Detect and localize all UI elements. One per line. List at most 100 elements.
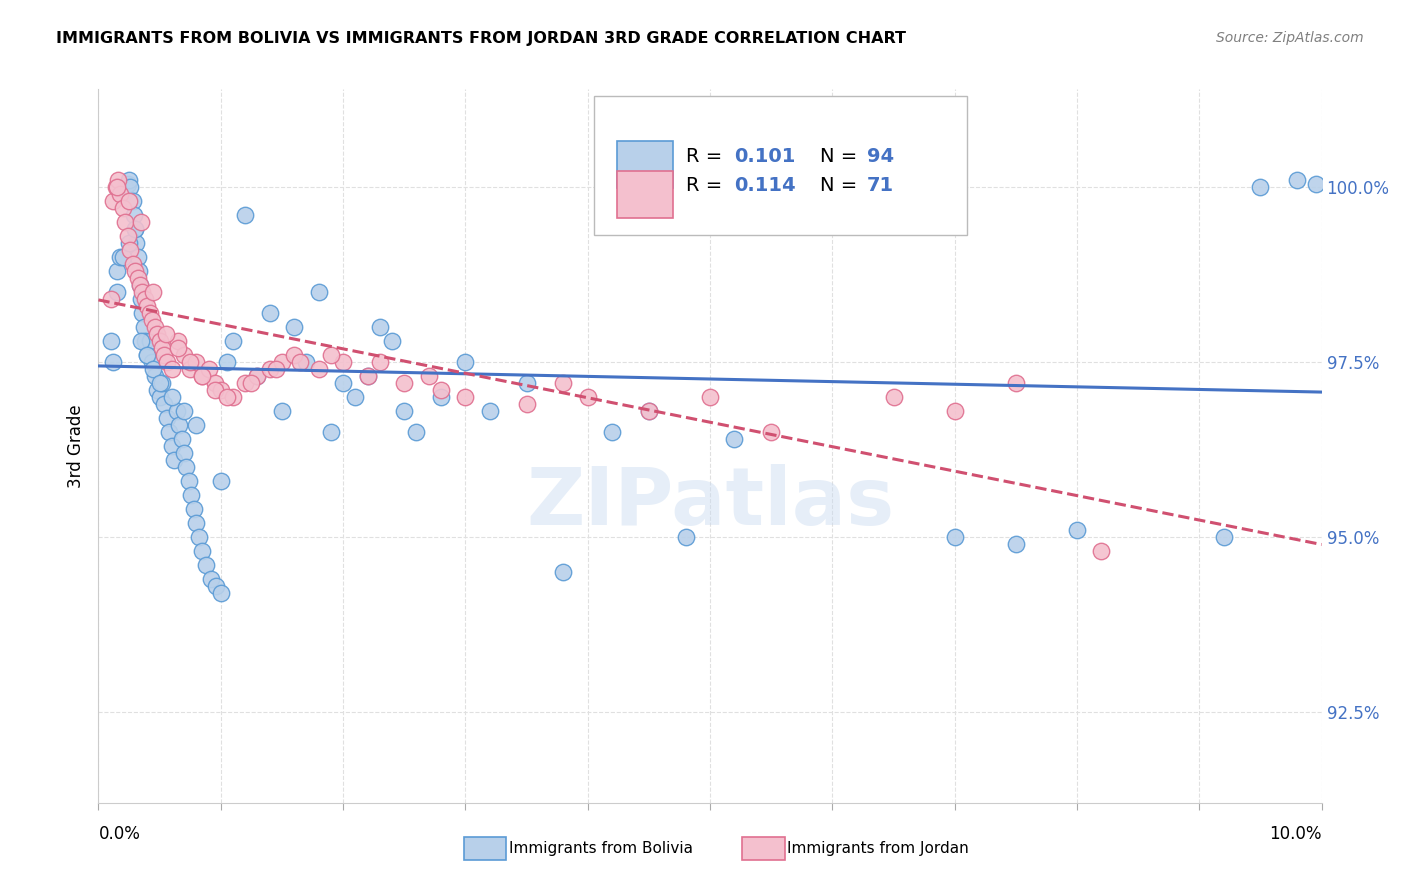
Point	[195, 558, 218, 572]
Point	[131, 306, 153, 320]
Point	[368, 355, 391, 369]
FancyBboxPatch shape	[617, 170, 673, 218]
Point	[430, 390, 453, 404]
Point	[553, 376, 575, 390]
Point	[637, 404, 661, 418]
Point	[120, 243, 142, 257]
Point	[118, 173, 141, 187]
Text: 71: 71	[866, 176, 894, 195]
Point	[478, 404, 501, 418]
Point	[120, 180, 142, 194]
Point	[101, 355, 124, 369]
Point	[259, 306, 281, 320]
Point	[173, 446, 195, 460]
Point	[136, 348, 159, 362]
Point	[295, 355, 318, 369]
Text: N =: N =	[820, 176, 863, 195]
Point	[105, 285, 128, 299]
Point	[308, 362, 330, 376]
Point	[111, 250, 134, 264]
Point	[160, 390, 183, 404]
Text: R =: R =	[686, 176, 728, 195]
Text: IMMIGRANTS FROM BOLIVIA VS IMMIGRANTS FROM JORDAN 3RD GRADE CORRELATION CHART: IMMIGRANTS FROM BOLIVIA VS IMMIGRANTS FR…	[56, 31, 907, 46]
Point	[264, 362, 287, 376]
Point	[381, 334, 404, 348]
Point	[1004, 376, 1026, 390]
Point	[150, 341, 173, 355]
Point	[121, 194, 143, 208]
Text: R =: R =	[686, 147, 728, 167]
Point	[344, 390, 367, 404]
Point	[149, 390, 172, 404]
Text: ZIPatlas: ZIPatlas	[526, 464, 894, 542]
Point	[136, 348, 159, 362]
Point	[143, 320, 166, 334]
Point	[204, 383, 226, 397]
Point	[124, 222, 146, 236]
Text: Immigrants from Bolivia: Immigrants from Bolivia	[509, 841, 693, 855]
Point	[139, 306, 162, 320]
Point	[153, 397, 176, 411]
FancyBboxPatch shape	[617, 141, 673, 187]
Point	[176, 460, 198, 475]
Point	[319, 425, 342, 439]
Point	[122, 208, 145, 222]
Point	[114, 215, 136, 229]
Point	[127, 271, 149, 285]
Point	[110, 250, 132, 264]
Point	[1090, 544, 1112, 558]
Point	[821, 180, 844, 194]
Point	[149, 376, 172, 390]
Point	[191, 369, 214, 384]
Point	[186, 417, 208, 432]
Point	[454, 355, 477, 369]
Point	[191, 369, 214, 384]
Point	[107, 173, 129, 187]
Point	[143, 369, 166, 384]
Point	[124, 222, 146, 236]
Text: 0.101: 0.101	[734, 147, 796, 167]
Point	[943, 530, 966, 544]
Point	[209, 586, 232, 600]
Point	[124, 264, 146, 278]
Point	[105, 180, 128, 194]
Point	[197, 362, 219, 376]
Point	[110, 187, 132, 202]
Point	[308, 285, 330, 299]
Point	[132, 320, 155, 334]
Point	[121, 257, 143, 271]
Point	[173, 348, 195, 362]
Point	[100, 334, 122, 348]
Point	[233, 376, 256, 390]
Point	[173, 404, 195, 418]
Text: 0.0%: 0.0%	[98, 825, 141, 843]
Point	[141, 355, 163, 369]
Point	[179, 362, 201, 376]
Text: Source: ZipAtlas.com: Source: ZipAtlas.com	[1216, 31, 1364, 45]
Point	[600, 425, 623, 439]
Point	[205, 579, 228, 593]
Point	[270, 355, 294, 369]
Point	[723, 432, 745, 446]
Point	[191, 544, 214, 558]
Point	[761, 425, 783, 439]
Point	[204, 376, 226, 390]
Point	[105, 264, 128, 278]
Point	[405, 425, 427, 439]
Text: 0.114: 0.114	[734, 176, 796, 195]
Point	[943, 404, 966, 418]
Point	[233, 208, 256, 222]
Point	[134, 292, 156, 306]
Point	[675, 530, 697, 544]
Point	[128, 264, 150, 278]
Point	[180, 488, 202, 502]
Point	[1212, 530, 1234, 544]
Point	[125, 236, 148, 251]
Point	[392, 376, 416, 390]
Point	[356, 369, 378, 384]
FancyBboxPatch shape	[593, 96, 967, 235]
Point	[553, 565, 575, 579]
Point	[170, 432, 193, 446]
Point	[246, 369, 269, 384]
Point	[270, 404, 294, 418]
